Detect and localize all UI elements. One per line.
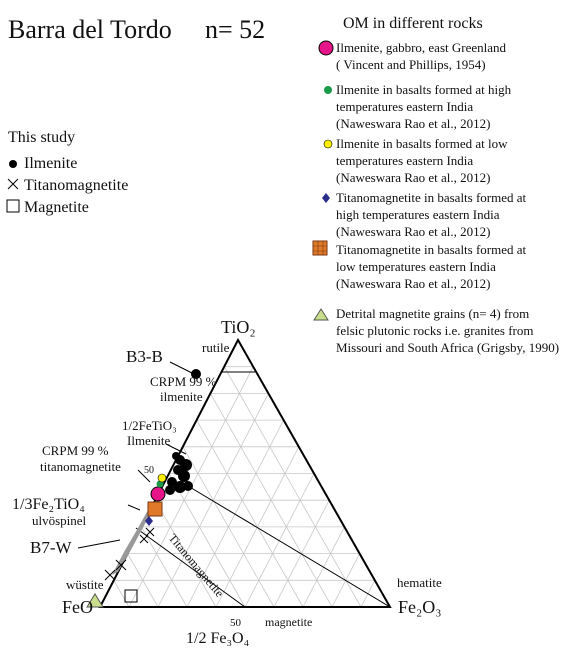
diagram-label: B7-W [30, 538, 73, 557]
diagram-label: CRPM 99 % [150, 374, 217, 389]
om-item-text: Ilmenite in basalts formed at low [336, 136, 508, 151]
title: Barra del Tordo [8, 15, 172, 44]
legend-item: Titanomagnetite [24, 177, 128, 194]
om-item-text: (Naweswara Rao et al., 2012) [336, 276, 491, 291]
pointer-arrows [77, 361, 193, 549]
om-item-text: Missouri and South Africa (Grigsby, 1990… [336, 340, 559, 355]
legend-item: Ilmenite [24, 155, 77, 172]
om-item-text: temperatures eastern India [336, 153, 473, 168]
grid-line [141, 526, 188, 608]
diagram-label: magnetite [265, 615, 312, 629]
diagram-label: wüstite [66, 577, 104, 592]
detrital-point [86, 593, 104, 608]
diagram-label: CRPM 99 % [42, 443, 109, 458]
grid-line [168, 473, 246, 608]
grid-line [113, 580, 130, 608]
titanomagnetite-points [104, 527, 155, 581]
diagram-label: ilmenite [160, 389, 203, 404]
data-cloud [112, 510, 152, 575]
om-item-text: felsic plutonic rocks i.e. granites from [336, 323, 533, 338]
om-item-text: Ilmenite in basalts formed at high [336, 82, 512, 97]
om-icon [324, 86, 332, 94]
diagram-label: 50 [144, 465, 154, 476]
tie-line [135, 371, 391, 608]
om-item-text: ( Vincent and Phillips, 1954) [336, 57, 486, 72]
diagram-label: Fe₂O₃ [398, 597, 442, 617]
magnetite-point [124, 589, 138, 603]
grid-line [154, 500, 217, 608]
diagram-label: B3-B [126, 347, 163, 366]
om-item-text: Titanomagnetite in basalts formed at [336, 242, 527, 257]
om-icon [312, 240, 328, 256]
om-item-text: Detrital magnetite grains (n= 4) from [336, 306, 529, 321]
titanomagnetite-icon [7, 178, 19, 190]
om-item-text: (Naweswara Rao et al., 2012) [336, 224, 491, 239]
sample-count: n= 52 [205, 15, 265, 44]
om-icon [318, 40, 334, 56]
om-item-text: (Naweswara Rao et al., 2012) [336, 170, 491, 185]
om-icon [313, 308, 329, 321]
diagram-label: FeO [62, 597, 93, 617]
om-icon [323, 139, 333, 149]
legend-title: This study [8, 129, 75, 146]
diagram-label: 50 [230, 617, 242, 629]
om-item-text: low temperatures eastern India [336, 259, 496, 274]
diagram-label: TiO₂ [221, 317, 256, 337]
grid-line [186, 419, 284, 608]
om-point [145, 516, 153, 526]
grid-line [127, 553, 159, 608]
diagram-label: Ilmenite [127, 433, 171, 448]
diagram-label: 1/3Fe₂TiO₄ [12, 496, 85, 513]
ilmenite-points [165, 369, 201, 495]
magnetite-icon [6, 199, 20, 213]
om-point [147, 501, 163, 517]
grid-line [196, 419, 304, 608]
diagram-label: ulvöspinel [32, 513, 87, 528]
om-point [150, 486, 166, 502]
om-point [157, 473, 167, 483]
om-title: OM in different rocks [343, 15, 483, 32]
legend-item: Magnetite [24, 199, 89, 216]
om-item-text: Titanomagnetite in basalts formed at [336, 190, 527, 205]
ilmenite-icon [9, 160, 17, 168]
om-item-text: high temperatures eastern India [336, 207, 500, 222]
om-icon [322, 193, 330, 203]
diagram-label: 1/2FeTiO₃ [122, 418, 177, 433]
diagram-label: rutile [202, 340, 230, 355]
diagram-label: hematite [397, 575, 442, 590]
om-item-text: (Naweswara Rao et al., 2012) [336, 116, 491, 131]
diagram-label: titanomagnetite [40, 459, 121, 474]
grid-line [223, 366, 362, 608]
diagram-label: 1/2 Fe₃O₄ [186, 630, 250, 647]
om-item-text: Ilmenite, gabbro, east Greenland [336, 40, 507, 55]
om-item-text: temperatures eastern India [336, 99, 473, 114]
